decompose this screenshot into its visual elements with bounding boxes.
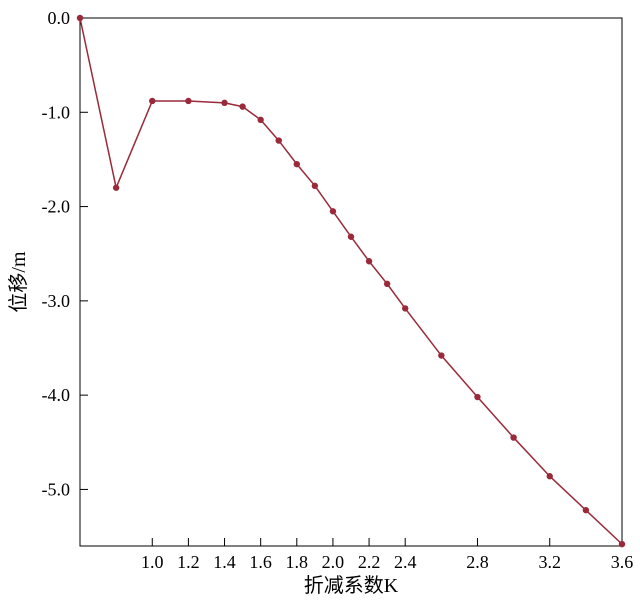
data-marker [221,100,227,106]
y-tick-label: -1.0 [42,102,71,122]
data-marker [583,507,589,513]
x-tick-label: 2.0 [322,552,345,572]
data-marker [185,98,191,104]
x-tick-label: 1.2 [177,552,200,572]
data-marker [348,234,354,240]
x-tick-label: 2.2 [358,552,381,572]
y-axis-label: 位移/m [7,251,30,313]
x-tick-label: 3.2 [538,552,561,572]
data-line [80,18,622,544]
data-marker [547,473,553,479]
x-tick-label: 1.4 [213,552,236,572]
data-marker [239,103,245,109]
x-tick-label: 1.6 [249,552,272,572]
y-tick-label: -2.0 [42,197,71,217]
data-marker [402,305,408,311]
y-tick-label: -5.0 [42,479,71,499]
x-axis-label: 折减系数K [304,574,399,597]
data-marker [330,208,336,214]
data-marker [149,98,155,104]
data-marker [474,394,480,400]
y-tick-label: -4.0 [42,385,71,405]
y-tick-label: -3.0 [42,291,71,311]
data-marker [384,281,390,287]
data-marker [113,185,119,191]
data-marker [366,258,372,264]
x-tick-label: 2.8 [466,552,489,572]
data-marker [257,117,263,123]
data-marker [294,161,300,167]
data-marker [312,183,318,189]
x-tick-label: 3.6 [611,552,634,572]
data-marker [619,541,625,547]
y-tick-label: 0.0 [48,8,71,28]
chart-container: 1.0 1.4 1.8 2.2 2.8 3.2 3.6 1.2 1.6 2.0 2.4折减系数K 0.… [0,0,640,603]
data-marker [77,15,83,21]
line-chart: 1.0 1.4 1.8 2.2 2.8 3.2 3.6 1.2 1.6 2.0 2.4折减系数K 0.… [0,0,640,603]
x-tick-label: 2.4 [394,552,417,572]
data-marker [276,137,282,143]
x-tick-label: 1.0 [141,552,164,572]
data-marker [438,352,444,358]
data-marker [510,434,516,440]
x-tick-label: 1.8 [286,552,309,572]
